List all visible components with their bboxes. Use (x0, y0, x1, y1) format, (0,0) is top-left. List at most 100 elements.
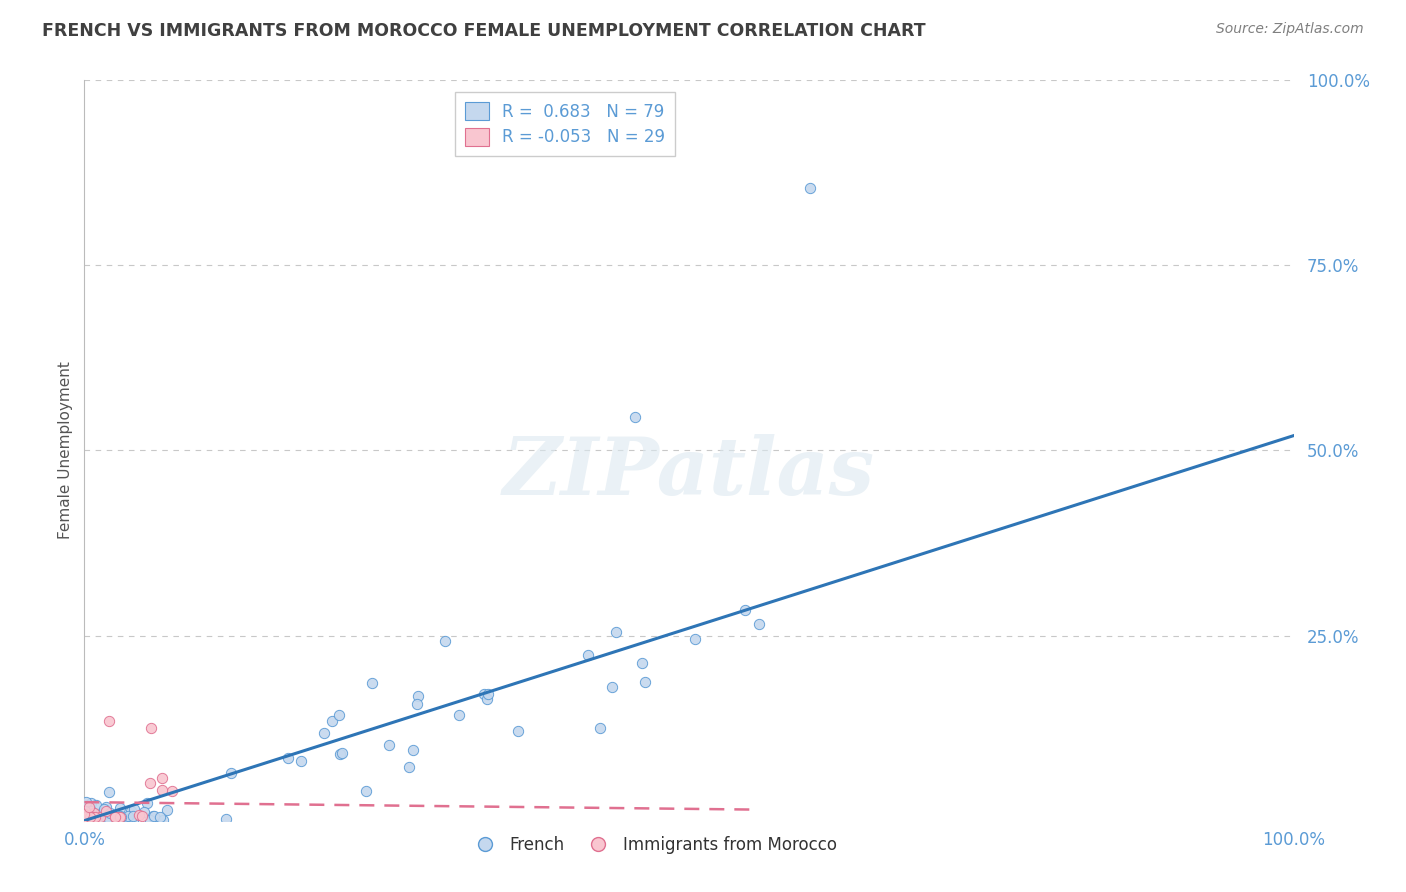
Point (508, 724, 530, 739)
Point (449, 707, 471, 722)
Point (122, 813, 145, 827)
Point (89, 805, 111, 820)
Point (110, 810, 132, 824)
Point (132, 805, 155, 819)
Point (354, 784, 377, 798)
Point (77, 799, 100, 814)
Point (76, 808, 98, 822)
Point (84, 814, 107, 828)
Point (84, 810, 107, 824)
Point (472, 687, 495, 701)
Point (96, 806, 118, 821)
Point (290, 754, 312, 768)
Point (117, 809, 139, 823)
Point (97, 785, 120, 799)
Point (128, 807, 150, 822)
Point (330, 747, 353, 761)
Point (90, 807, 112, 822)
Point (83, 806, 105, 821)
Point (143, 811, 166, 825)
Legend: French, Immigrants from Morocco: French, Immigrants from Morocco (461, 829, 844, 861)
Point (321, 714, 343, 729)
Point (76, 810, 98, 824)
Point (328, 707, 350, 722)
Point (630, 656, 652, 670)
Point (75, 804, 97, 818)
Point (108, 810, 131, 824)
Point (89, 810, 111, 824)
Point (277, 750, 299, 764)
Point (402, 743, 425, 757)
Point (406, 697, 429, 711)
Point (84, 807, 107, 822)
Point (683, 632, 706, 646)
Point (105, 813, 128, 827)
Point (799, 180, 821, 194)
Point (94, 800, 117, 814)
Text: ZIPatlas: ZIPatlas (503, 434, 875, 511)
Point (76, 810, 98, 824)
Point (79, 804, 101, 818)
Point (76, 813, 98, 827)
Point (75, 810, 97, 824)
Point (104, 810, 127, 824)
Point (142, 809, 165, 823)
Point (84, 798, 107, 813)
Point (79, 796, 101, 810)
Point (79, 810, 101, 824)
Point (149, 810, 172, 824)
Point (93, 813, 115, 827)
Point (110, 801, 132, 815)
Point (82, 810, 104, 824)
Point (406, 689, 429, 703)
Point (215, 812, 238, 826)
Point (600, 681, 623, 695)
Point (143, 811, 166, 825)
Point (378, 738, 401, 752)
Point (110, 809, 132, 823)
Point (98, 805, 121, 820)
Point (576, 648, 599, 662)
Point (156, 803, 179, 817)
Point (589, 721, 612, 735)
Point (121, 805, 143, 819)
Point (86, 809, 108, 823)
Point (98, 812, 121, 826)
Point (139, 814, 162, 828)
Point (75, 810, 97, 824)
Point (108, 810, 131, 824)
Point (104, 810, 127, 824)
Point (75, 795, 97, 809)
Point (634, 674, 657, 689)
Point (117, 812, 139, 826)
Point (312, 725, 335, 739)
Point (139, 721, 162, 735)
Point (605, 624, 627, 639)
Point (121, 809, 143, 823)
Y-axis label: Female Unemployment: Female Unemployment (58, 361, 73, 540)
Text: Source: ZipAtlas.com: Source: ZipAtlas.com (1216, 22, 1364, 37)
Point (97, 714, 120, 728)
Point (360, 676, 382, 690)
Point (748, 617, 770, 632)
Point (150, 771, 173, 785)
Point (475, 691, 498, 706)
Point (433, 633, 456, 648)
Point (623, 410, 645, 425)
Point (131, 808, 153, 822)
Point (73, 807, 96, 822)
Point (139, 776, 162, 790)
Point (75, 807, 97, 822)
Point (84, 811, 107, 825)
Point (75, 810, 97, 824)
Point (75, 810, 97, 824)
Text: FRENCH VS IMMIGRANTS FROM MOROCCO FEMALE UNEMPLOYMENT CORRELATION CHART: FRENCH VS IMMIGRANTS FROM MOROCCO FEMALE… (42, 22, 925, 40)
Point (162, 784, 184, 798)
Point (477, 688, 499, 702)
Point (122, 802, 145, 816)
Point (75, 810, 97, 824)
Point (328, 747, 350, 761)
Point (94, 813, 117, 827)
Point (152, 782, 174, 797)
Point (76, 810, 98, 824)
